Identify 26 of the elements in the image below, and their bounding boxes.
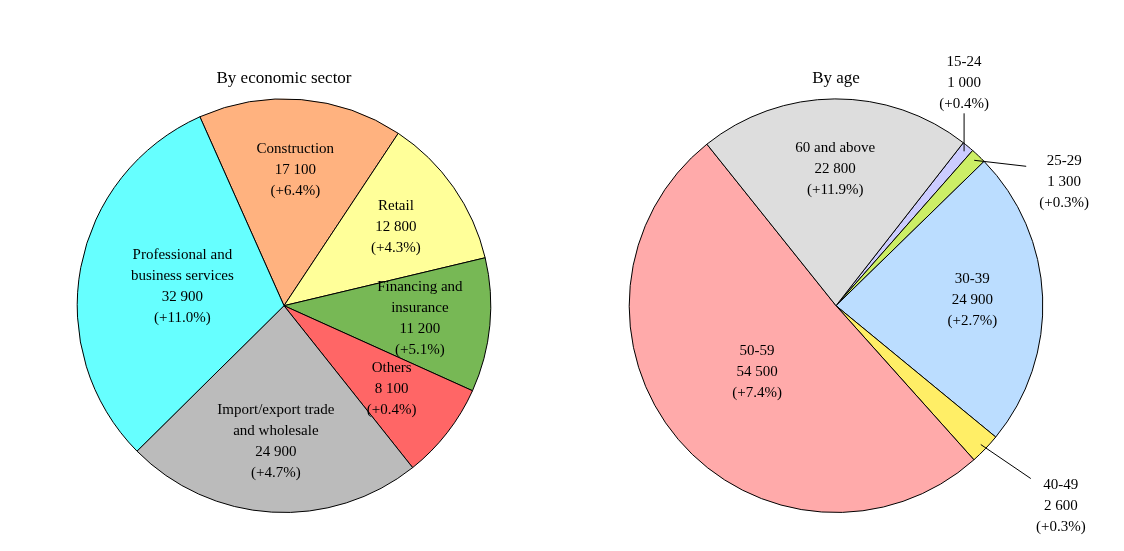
slice-label: Retail [377,197,414,214]
slice-label: Construction [256,139,335,156]
data-label: 1 000 (+0.4%) [939,74,989,113]
data-label: 32 900 (+11.0%) [154,288,211,327]
data-label: 22 800 (+11.9%) [806,160,864,199]
slice-label: Import/export trade and wholesale [217,401,335,439]
data-label: 8 100 (+0.4%) [366,380,417,419]
slice-label: 40-49 [1043,476,1079,493]
slice-label: 60 and above [795,139,876,156]
data-label: 2 600 (+0.3%) [1035,497,1086,536]
data-label: 54 500 (+7.4%) [732,363,782,402]
slice-label: Others [371,359,412,376]
data-label: 24 900 (+2.7%) [947,290,998,329]
slice-label: Professional and business services [130,246,234,284]
slice-label: 50-59 [739,342,775,359]
slice-label: 25-29 [1046,152,1082,169]
data-label: 24 900 (+4.7%) [251,443,301,482]
slice-label: Financing and insurance [377,278,464,316]
chart-title: By economic sector [216,67,352,87]
data-label: 17 100 (+6.4%) [270,160,321,199]
slice-label: 15-24 [946,53,983,70]
data-label: 12 800 (+4.3%) [371,218,421,257]
text: By age [812,67,860,87]
data-label: 1 300 (+0.3%) [1039,173,1090,212]
slice-label: 30-39 [954,269,990,286]
data-label: 11 200 (+5.1%) [395,320,445,359]
